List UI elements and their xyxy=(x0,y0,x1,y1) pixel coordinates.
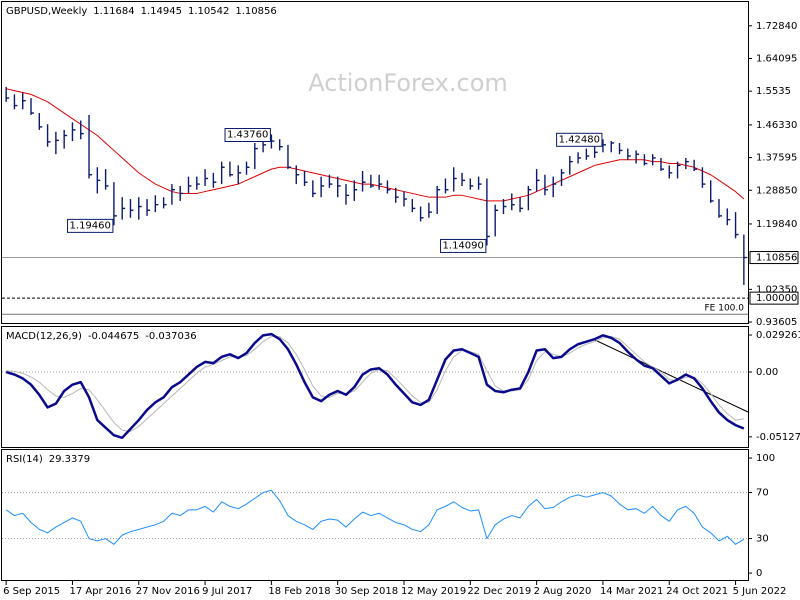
y-tick-label: 1.5535 xyxy=(756,86,791,97)
y-tick-label: 1.02350 xyxy=(756,284,797,295)
y-tick-label: 100 xyxy=(756,453,775,464)
x-tick-label: 9 Jul 2017 xyxy=(202,586,252,597)
annotation-box xyxy=(440,238,487,253)
rsi-panel-frame xyxy=(1,449,749,581)
price-tag-label: 1.00000 xyxy=(756,293,797,304)
x-tick-label: 6 Sep 2015 xyxy=(3,586,60,597)
y-tick-label: 1.64095 xyxy=(756,53,797,64)
header-text: -0.044675 xyxy=(88,331,139,342)
x-tick-label: 5 Jun 2022 xyxy=(733,586,787,597)
annotation-label: 1.14090 xyxy=(443,240,484,251)
annotation-box xyxy=(556,132,603,147)
x-tick-label: 17 Apr 2016 xyxy=(69,586,131,597)
header-text: 1.10856 xyxy=(235,6,276,17)
macd-trendline xyxy=(594,339,749,413)
fe-level-label: FE 100.0 xyxy=(705,304,745,314)
x-tick-label: 18 Feb 2018 xyxy=(268,586,330,597)
header-text: -0.037036 xyxy=(145,331,196,342)
rsi-line xyxy=(5,489,745,545)
x-tick-label: 24 Oct 2021 xyxy=(666,586,728,597)
x-tick-label: 27 Nov 2016 xyxy=(136,586,200,597)
y-tick-label: 1.19840 xyxy=(756,219,797,230)
x-tick-label: 14 Mar 2021 xyxy=(600,586,663,597)
x-tick-label: 12 May 2019 xyxy=(401,586,466,597)
price-panel-frame xyxy=(1,1,749,324)
header-text: 1.10542 xyxy=(188,6,229,17)
y-tick-label: 70 xyxy=(756,488,769,499)
annotation-label: 1.42480 xyxy=(559,134,600,145)
y-tick-label: 1.37595 xyxy=(756,153,797,164)
y-tick-label: 30 xyxy=(756,534,769,545)
price-tag-label: 1.10856 xyxy=(756,253,797,264)
price-tag-box xyxy=(749,291,799,305)
y-tick-label: -0.051279 xyxy=(756,432,800,443)
annotation-label: 1.43760 xyxy=(227,130,268,141)
macd-panel-frame xyxy=(1,326,749,448)
panel-header: MACD(12,26,9) -0.044675 -0.037036 xyxy=(6,331,197,342)
annotation-label: 1.19460 xyxy=(70,220,111,231)
y-tick-label: 0.029261 xyxy=(756,330,800,341)
y-tick-label: 1.72840 xyxy=(756,21,797,32)
header-text: GBPUSD,Weekly xyxy=(6,6,87,17)
y-tick-label: 0.93605 xyxy=(756,317,797,328)
panel-header: RSI(14) 29.3379 xyxy=(6,454,90,465)
x-tick-label: 2 Aug 2020 xyxy=(534,586,592,597)
panel-header: GBPUSD,Weekly 1.11684 1.14945 1.10542 1.1085… xyxy=(6,6,277,17)
x-tick-label: 30 Sep 2018 xyxy=(335,586,398,597)
x-tick-label: 22 Dec 2019 xyxy=(467,586,531,597)
macd-main xyxy=(5,332,745,440)
header-text: 1.14945 xyxy=(141,6,182,17)
header-text: RSI(14) xyxy=(6,454,43,465)
moving-average xyxy=(6,88,745,202)
watermark: ActionForex.com xyxy=(308,69,508,97)
y-tick-label: 1.46330 xyxy=(756,120,797,131)
header-text: MACD(12,26,9) xyxy=(6,331,82,342)
y-tick-label: 0 xyxy=(756,568,762,579)
y-tick-label: 0.00 xyxy=(756,367,778,378)
annotation-box xyxy=(67,218,114,233)
header-text: 29.3379 xyxy=(49,454,90,465)
y-tick-label: 1.28850 xyxy=(756,185,797,196)
annotation-box xyxy=(224,128,271,143)
header-text: 1.11684 xyxy=(93,6,134,17)
price-tag-box xyxy=(749,251,799,265)
